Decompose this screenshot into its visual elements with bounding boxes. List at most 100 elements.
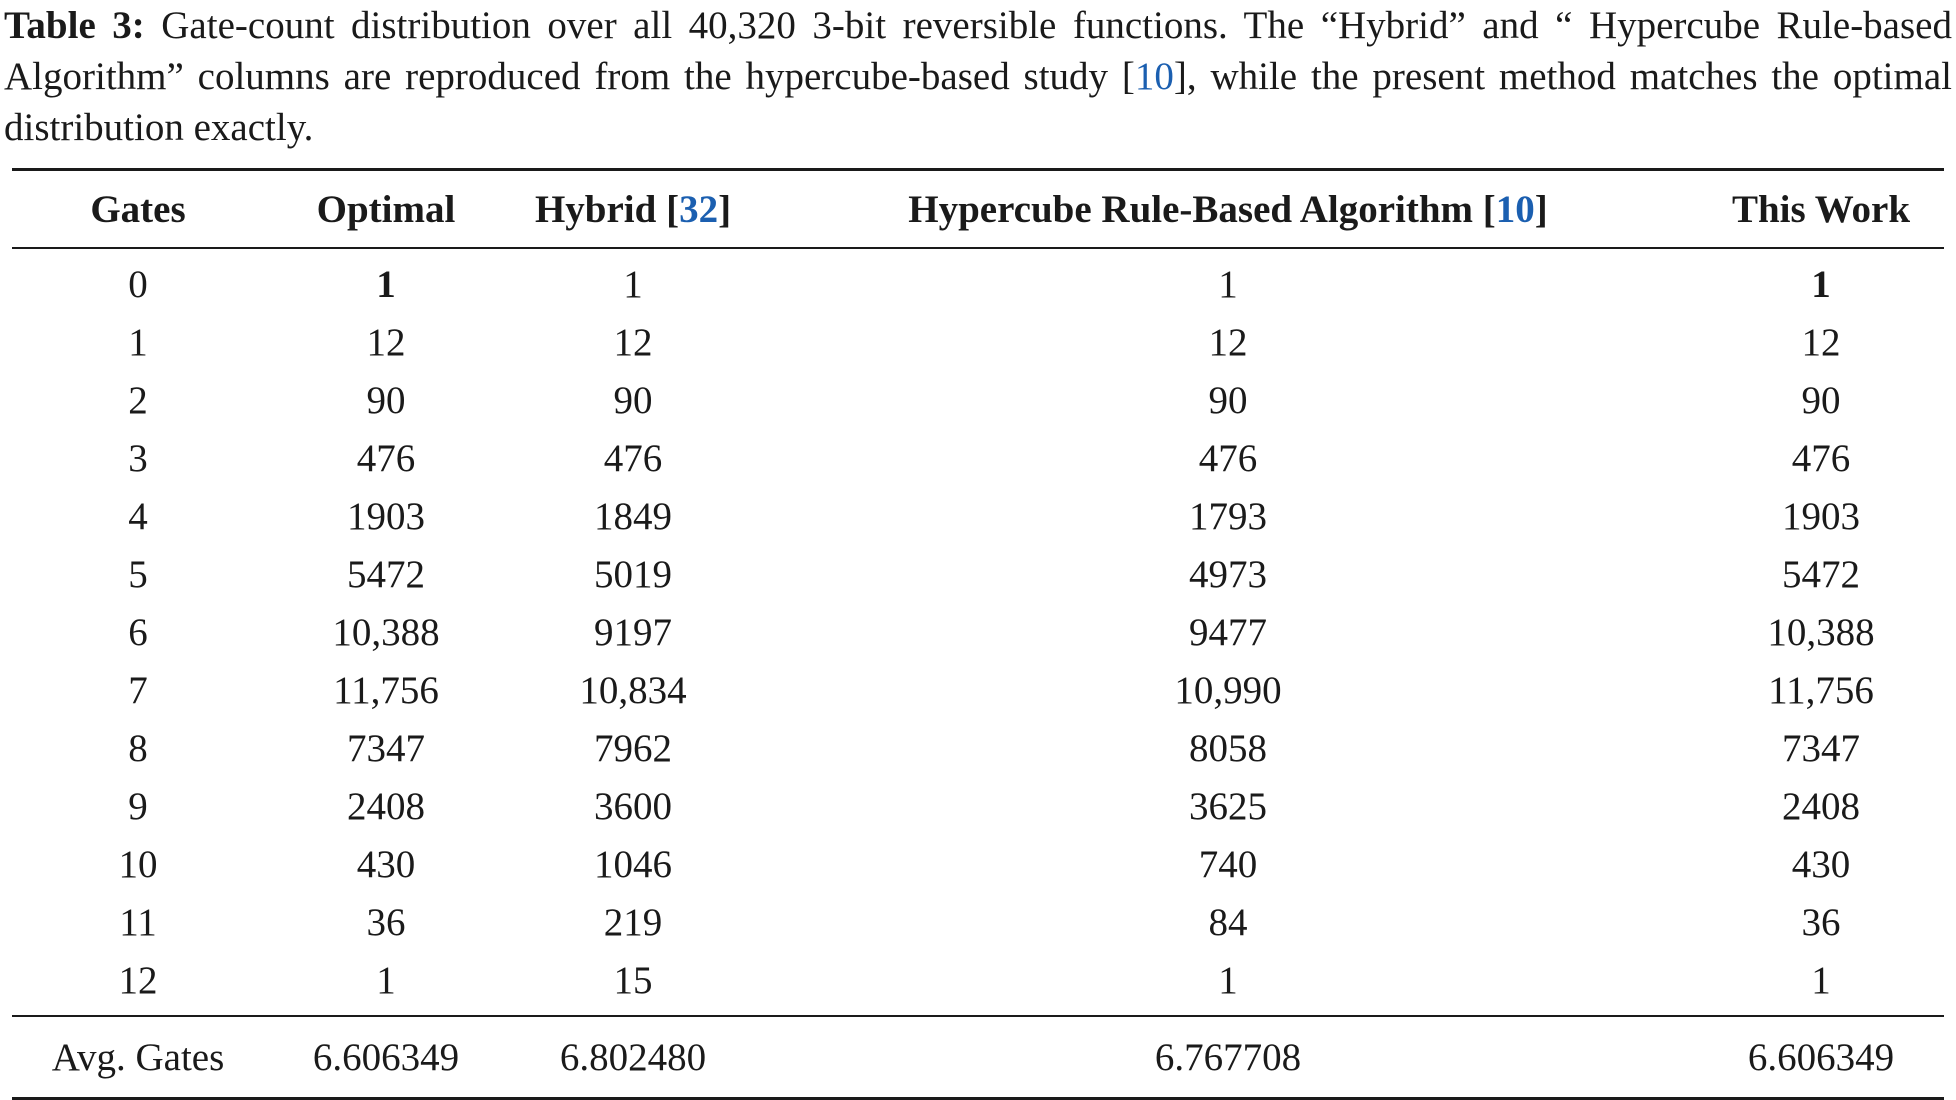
average-hypercube: 6.767708: [1154, 1035, 1302, 1079]
table-row: 5 5472 5019 4973 5472: [12, 545, 1944, 603]
cell-gates: 0: [128, 262, 148, 306]
table-row: 10 430 1046 740 430: [12, 835, 1944, 893]
table-row: 3 476 476 476 476: [12, 429, 1944, 487]
cell-gates: 3: [128, 436, 148, 480]
average-this-work: 6.606349: [1747, 1035, 1895, 1079]
cell-gates: 12: [118, 958, 158, 1002]
table-row: 4 1903 1849 1793 1903: [12, 487, 1944, 545]
cell-hypercube: 476: [1198, 436, 1258, 480]
cell-hybrid: 9197: [594, 610, 672, 654]
table-row: 12 1 15 1 1: [12, 951, 1944, 1016]
cell-hypercube: 8058: [1189, 726, 1267, 770]
cell-this-work: 36: [1801, 900, 1841, 944]
average-label: Avg. Gates: [51, 1035, 225, 1079]
cell-optimal: 90: [366, 378, 406, 422]
cell-this-work: 10,388: [1767, 610, 1875, 654]
cell-hybrid: 10,834: [579, 668, 687, 712]
header-hypercube-label: Hypercube Rule-Based Algorithm: [908, 187, 1474, 231]
header-gates: Gates: [90, 187, 186, 231]
average-hybrid: 6.802480: [559, 1035, 707, 1079]
cell-hybrid: 3600: [594, 784, 672, 828]
cell-hypercube: 740: [1198, 842, 1258, 886]
header-hybrid: Hybrid [32]: [534, 187, 732, 231]
cell-gates: 4: [128, 494, 148, 538]
caption-text-part-1: Gate-count distribution over all 40,320 …: [4, 4, 1952, 98]
cell-optimal: 476: [356, 436, 416, 480]
cell-gates: 10: [118, 842, 158, 886]
cell-hybrid: 1: [623, 262, 643, 306]
cell-this-work: 430: [1791, 842, 1851, 886]
cell-this-work: 5472: [1782, 552, 1860, 596]
cell-optimal: 12: [366, 320, 406, 364]
table-row: 8 7347 7962 8058 7347: [12, 719, 1944, 777]
cell-optimal: 430: [356, 842, 416, 886]
cell-hybrid: 219: [603, 900, 663, 944]
table-row: 7 11,756 10,834 10,990 11,756: [12, 661, 1944, 719]
caption-label: Table 3:: [4, 4, 145, 47]
cell-hybrid: 5019: [594, 552, 672, 596]
cell-this-work: 2408: [1782, 784, 1860, 828]
cell-hybrid: 15: [613, 958, 653, 1002]
cell-optimal: 36: [366, 900, 406, 944]
caption-text-part-2: ], while the present method matches the …: [4, 55, 1952, 149]
cell-this-work: 11,756: [1768, 668, 1874, 712]
cell-hybrid: 1046: [594, 842, 672, 886]
table-row: 0 1 1 1 1: [12, 248, 1944, 313]
cell-this-work: 476: [1791, 436, 1851, 480]
cell-gates: 7: [128, 668, 148, 712]
cell-gates: 2: [128, 378, 148, 422]
cell-gates: 11: [119, 900, 157, 944]
gate-count-table: Gates Optimal Hybrid [32] Hypercube Rule…: [12, 168, 1944, 1100]
cell-optimal: 11,756: [333, 668, 439, 712]
cell-hypercube: 3625: [1189, 784, 1267, 828]
cell-hybrid: 1849: [594, 494, 672, 538]
header-this-work: This Work: [1731, 187, 1911, 231]
cell-hypercube: 10,990: [1174, 668, 1282, 712]
table-header-row: Gates Optimal Hybrid [32] Hypercube Rule…: [12, 169, 1944, 248]
cell-hybrid: 90: [613, 378, 653, 422]
cell-this-work: 1: [1811, 958, 1831, 1002]
cell-optimal: 1903: [347, 494, 425, 538]
cell-hypercube: 4973: [1189, 552, 1267, 596]
cell-hybrid: 12: [613, 320, 653, 364]
cell-this-work: 1: [1811, 262, 1831, 306]
average-optimal: 6.606349: [312, 1035, 460, 1079]
cell-hypercube: 1793: [1189, 494, 1267, 538]
header-hybrid-citation-link[interactable]: 32: [679, 187, 719, 231]
cell-optimal: 1: [376, 958, 396, 1002]
cell-hybrid: 7962: [594, 726, 672, 770]
cell-hypercube: 12: [1208, 320, 1248, 364]
cell-optimal: 1: [376, 262, 396, 306]
cell-optimal: 7347: [347, 726, 425, 770]
cell-gates: 1: [128, 320, 148, 364]
cell-this-work: 1903: [1782, 494, 1860, 538]
table-caption: Table 3: Gate-count distribution over al…: [4, 0, 1952, 153]
cell-optimal: 2408: [347, 784, 425, 828]
cell-hypercube: 1: [1218, 262, 1238, 306]
cell-hypercube: 9477: [1189, 610, 1267, 654]
cell-hypercube: 1: [1218, 958, 1238, 1002]
header-optimal: Optimal: [316, 187, 456, 231]
header-hypercube-citation-link[interactable]: 10: [1495, 187, 1535, 231]
average-row: Avg. Gates 6.606349 6.802480 6.767708 6.…: [12, 1016, 1944, 1099]
cell-gates: 5: [128, 552, 148, 596]
caption-citation-link[interactable]: 10: [1134, 55, 1174, 98]
cell-this-work: 90: [1801, 378, 1841, 422]
cell-gates: 9: [128, 784, 148, 828]
cell-this-work: 12: [1801, 320, 1841, 364]
header-hypercube: Hypercube Rule-Based Algorithm [10]: [908, 187, 1548, 231]
cell-hypercube: 84: [1208, 900, 1248, 944]
table-row: 1 12 12 12 12: [12, 313, 1944, 371]
cell-gates: 6: [128, 610, 148, 654]
table-row: 2 90 90 90 90: [12, 371, 1944, 429]
header-hybrid-label: Hybrid: [534, 187, 657, 231]
cell-optimal: 5472: [347, 552, 425, 596]
cell-optimal: 10,388: [332, 610, 440, 654]
table-row: 9 2408 3600 3625 2408: [12, 777, 1944, 835]
cell-hypercube: 90: [1208, 378, 1248, 422]
cell-this-work: 7347: [1782, 726, 1860, 770]
table-row: 11 36 219 84 36: [12, 893, 1944, 951]
cell-hybrid: 476: [603, 436, 663, 480]
table-row: 6 10,388 9197 9477 10,388: [12, 603, 1944, 661]
cell-gates: 8: [128, 726, 148, 770]
